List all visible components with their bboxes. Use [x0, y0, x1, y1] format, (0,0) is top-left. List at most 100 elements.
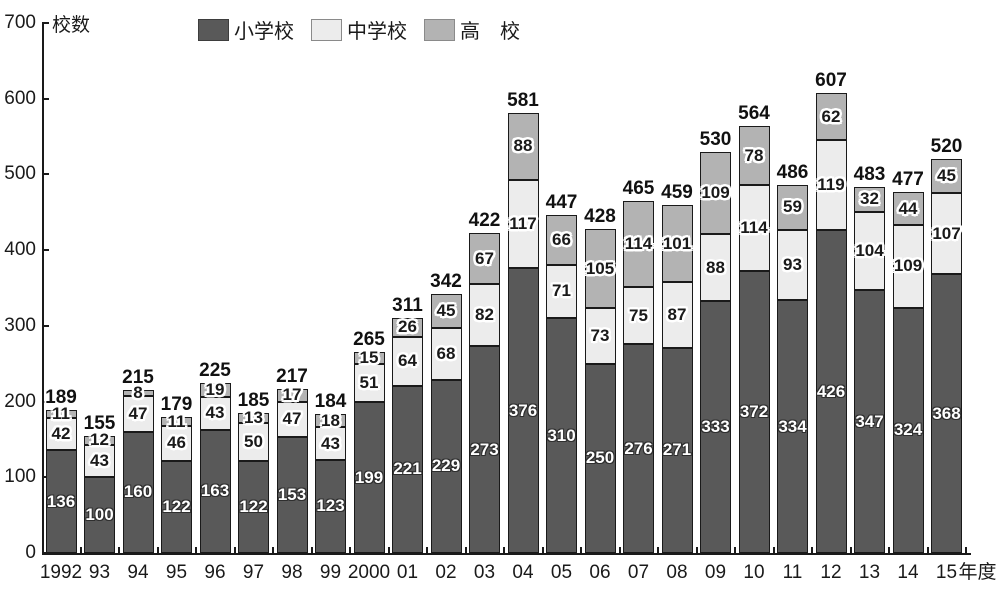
- segment-value-label: 68: [436, 343, 456, 363]
- x-tick-label: 05: [550, 562, 573, 583]
- x-tick: [849, 547, 852, 553]
- bar-segment-high-school: [738, 125, 770, 186]
- y-tick-label: 600: [4, 87, 36, 109]
- x-tick-label: 07: [627, 562, 650, 583]
- x-tick: [695, 547, 698, 553]
- x-tick: [926, 547, 929, 553]
- x-tick: [541, 547, 544, 553]
- segment-value-label: 44: [898, 198, 918, 218]
- segment-value-label: 43: [205, 403, 225, 423]
- bar-segment-junior-high: [315, 427, 346, 460]
- segment-value-label: 347: [855, 411, 884, 431]
- legend-item-high-school: 高 校: [424, 15, 520, 44]
- bar-segment-junior-high: [199, 397, 231, 430]
- segment-value-label: 43: [90, 451, 109, 470]
- bar-segment-high-school: [161, 417, 192, 426]
- x-tick: [156, 547, 159, 553]
- x-tick-label: 02: [435, 562, 457, 583]
- bar-segment-junior-high: [353, 363, 385, 403]
- bar-segment-junior-high: [238, 422, 269, 461]
- x-tick: [426, 547, 428, 553]
- y-tick: [42, 173, 49, 176]
- bar-segment-elementary: [623, 344, 654, 553]
- bar-total-label: 486: [776, 162, 809, 184]
- legend-label-high-school: 高 校: [460, 21, 520, 43]
- segment-value-label: 11: [167, 411, 186, 431]
- bar-segment-high-school: [84, 435, 115, 445]
- segment-value-label: 18: [321, 410, 340, 430]
- segment-value-label: 105: [585, 258, 615, 278]
- bar-total-label: 581: [507, 90, 539, 112]
- segment-value-label: 12: [90, 430, 109, 450]
- bar-segment-elementary: [276, 437, 308, 553]
- legend: 小学校 中学校 高 校: [198, 15, 520, 44]
- y-tick-label: 500: [4, 163, 36, 185]
- segment-value-label: 123: [316, 496, 345, 516]
- x-tick: [811, 547, 813, 553]
- bar-segment-high-school: [199, 382, 231, 398]
- legend-label-junior-high: 中学校: [347, 21, 407, 43]
- bar-total-label: 428: [584, 205, 616, 227]
- segment-value-label: 73: [590, 326, 610, 346]
- segment-value-label: 78: [744, 145, 764, 165]
- segment-value-label: 19: [205, 379, 225, 399]
- bar-segment-junior-high: [507, 179, 539, 269]
- x-tick-label: 08: [666, 562, 688, 583]
- bar-total-label: 607: [815, 70, 847, 92]
- segment-value-label: 101: [662, 233, 692, 253]
- bar-segment-junior-high: [45, 418, 77, 451]
- bar-segment-elementary: [700, 300, 731, 553]
- x-tick: [349, 547, 351, 553]
- bar-total-label: 189: [45, 386, 77, 408]
- segment-value-label: 88: [513, 136, 533, 156]
- segment-value-label: 250: [585, 448, 615, 468]
- segment-value-label: 107: [932, 223, 961, 243]
- segment-value-label: 160: [123, 482, 153, 502]
- bar-segment-junior-high: [430, 328, 462, 380]
- segment-value-label: 229: [431, 456, 461, 476]
- segment-value-label: 333: [701, 416, 730, 436]
- legend-swatch-junior-high: [311, 18, 342, 41]
- x-tick: [272, 547, 274, 553]
- x-tick-label: 10: [743, 562, 765, 583]
- x-tick-label: 12: [820, 562, 842, 583]
- bar-segment-elementary: [430, 379, 462, 553]
- bar-segment-high-school: [392, 317, 423, 338]
- x-tick-label: 1992: [39, 562, 83, 583]
- bar-total-label: 342: [430, 271, 462, 293]
- x-tick-label: 93: [88, 562, 111, 583]
- x-tick: [503, 547, 505, 553]
- bar-segment-junior-high: [546, 264, 577, 319]
- bar-segment-elementary: [392, 385, 423, 553]
- segment-value-label: 163: [200, 481, 230, 501]
- bar-segment-high-school: [661, 205, 693, 282]
- bar-segment-elementary: [854, 290, 885, 553]
- segment-value-label: 51: [359, 373, 379, 393]
- x-tick-label: 14: [897, 562, 919, 583]
- bar-total-label: 465: [622, 177, 655, 199]
- segment-value-label: 8: [133, 383, 143, 403]
- bar-segment-high-school: [892, 191, 924, 226]
- bar-total-label: 422: [468, 210, 501, 232]
- segment-value-label: 199: [354, 467, 384, 487]
- segment-value-label: 122: [162, 496, 191, 516]
- segment-value-label: 114: [740, 218, 768, 238]
- segment-value-label: 100: [85, 505, 114, 525]
- bar-segment-elementary: [469, 346, 500, 553]
- bar-total-label: 447: [545, 191, 578, 213]
- x-tick: [772, 547, 775, 553]
- bar-total-label: 459: [661, 182, 693, 204]
- x-tick: [195, 547, 197, 553]
- bar-segment-high-school: [315, 413, 346, 428]
- segment-value-label: 153: [277, 485, 307, 505]
- x-tick: [387, 547, 390, 553]
- bar-segment-junior-high: [276, 401, 308, 438]
- legend-label-elementary: 小学校: [234, 21, 294, 43]
- bar-total-label: 477: [892, 168, 924, 190]
- x-tick-label: 11: [782, 562, 803, 583]
- bar-total-label: 265: [353, 329, 385, 351]
- segment-value-label: 109: [893, 256, 923, 276]
- x-tick: [618, 547, 621, 553]
- segment-value-label: 426: [816, 381, 846, 401]
- x-tick: [657, 547, 659, 553]
